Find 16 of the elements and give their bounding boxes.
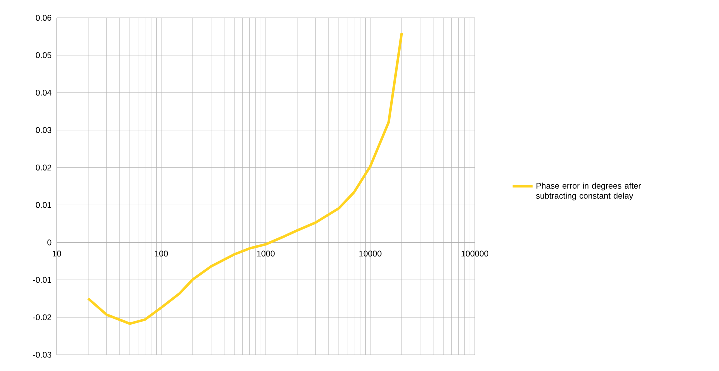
y-tick-label: 0.01 xyxy=(36,202,52,208)
y-tick-label: 0.02 xyxy=(36,164,52,171)
y-tick-label: -0.01 xyxy=(33,277,52,284)
y-tick-label: 0.05 xyxy=(36,52,52,58)
y-tick-label: 0.04 xyxy=(36,90,52,96)
x-tick-label: 100000 xyxy=(462,250,489,257)
x-tick-label: 10 xyxy=(53,250,62,257)
legend-label: Phase error in degrees after subtracting constant delay xyxy=(536,182,642,201)
y-tick-label: -0.03 xyxy=(33,352,52,358)
y-tick-label: -0.02 xyxy=(33,314,52,320)
y-tick-label: 0 xyxy=(48,240,52,246)
y-tick-label: 0.06 xyxy=(36,15,52,21)
x-tick-label: 100 xyxy=(155,250,168,257)
x-tick-label: 1000 xyxy=(257,250,275,257)
x-tick-label: 10000 xyxy=(360,250,382,257)
y-tick-label: 0.03 xyxy=(36,127,52,134)
